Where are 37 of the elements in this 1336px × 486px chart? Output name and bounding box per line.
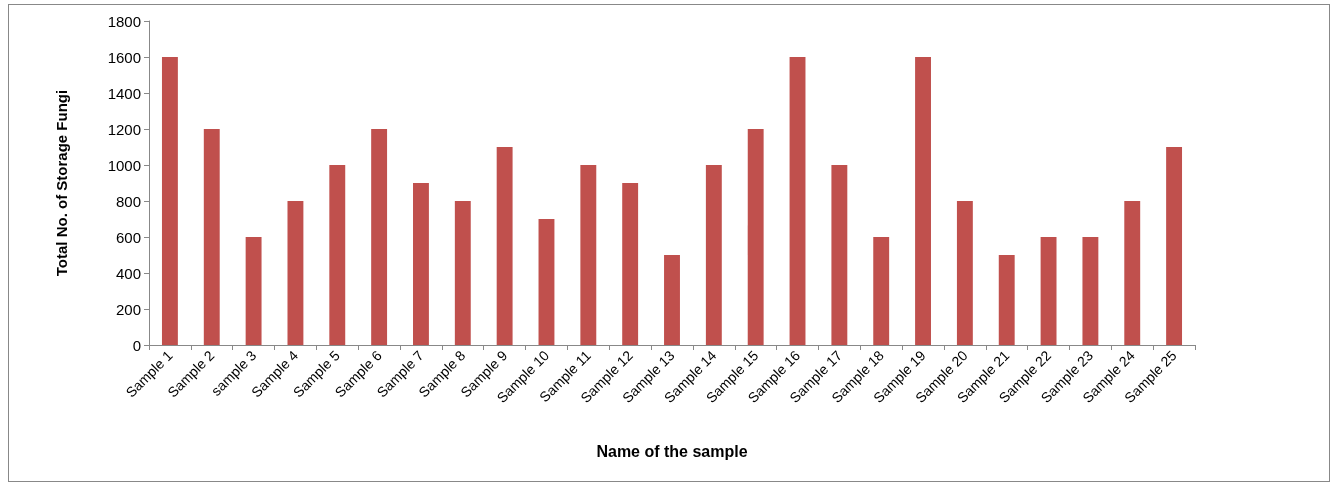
- bar: [1040, 237, 1057, 345]
- bar: [1124, 201, 1141, 345]
- bar: [873, 237, 890, 345]
- y-tick-label: 1000: [107, 156, 141, 174]
- y-tick-label: 1800: [107, 12, 141, 30]
- bar: [496, 147, 513, 345]
- y-tick-label: 200: [115, 300, 141, 318]
- y-tick-label: 1600: [107, 48, 141, 66]
- bar: [789, 57, 806, 345]
- bar: [664, 255, 680, 345]
- bar: [580, 165, 597, 345]
- y-tick-label: 800: [115, 192, 141, 210]
- bar: [622, 183, 639, 345]
- bar: [161, 57, 178, 345]
- bar: [371, 129, 388, 345]
- x-axis-title: Name of the sample: [596, 442, 748, 460]
- bar: [831, 165, 848, 345]
- bar: [413, 183, 429, 345]
- y-tick-label: 600: [115, 228, 141, 246]
- bar: [329, 165, 346, 345]
- bar: [287, 201, 304, 345]
- bar: [538, 219, 555, 345]
- bar: [915, 57, 931, 345]
- bar: [956, 201, 973, 345]
- bar: [747, 129, 764, 345]
- bar: [1166, 147, 1183, 345]
- y-axis-title: Total No. of Storage Fungi: [53, 89, 70, 277]
- bar: [998, 255, 1015, 345]
- y-tick-label: 400: [115, 264, 141, 282]
- bar: [705, 165, 722, 345]
- bar: [203, 129, 220, 345]
- y-tick-label: 1400: [107, 84, 141, 102]
- bar: [1082, 237, 1099, 345]
- y-tick-label: 0: [132, 336, 141, 354]
- bar: [245, 237, 262, 345]
- bar: [454, 201, 471, 345]
- y-tick-label: 1200: [107, 120, 141, 138]
